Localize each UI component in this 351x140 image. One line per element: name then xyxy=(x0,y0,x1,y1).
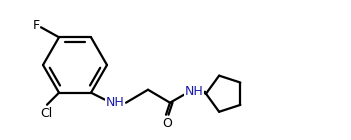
Text: F: F xyxy=(32,19,40,32)
Text: O: O xyxy=(162,117,172,130)
Text: NH: NH xyxy=(185,85,203,98)
Text: Cl: Cl xyxy=(40,107,52,120)
Text: NH: NH xyxy=(106,96,124,109)
